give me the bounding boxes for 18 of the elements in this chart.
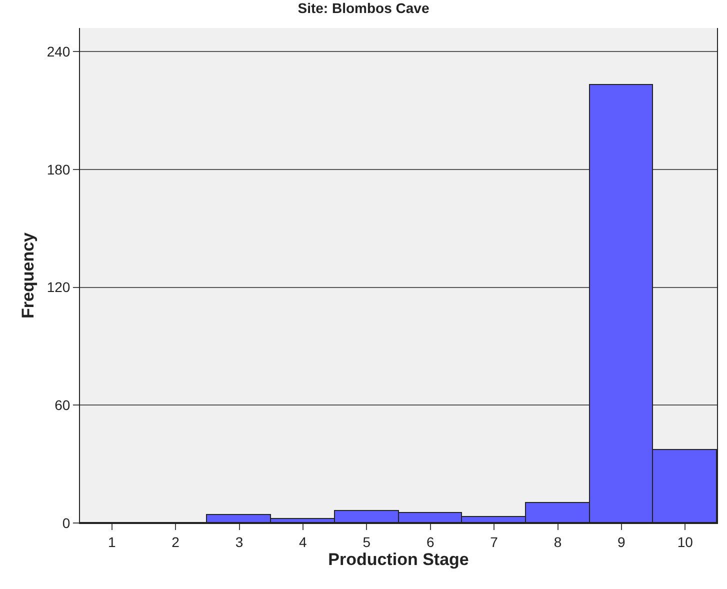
x-tick-label: 8: [554, 534, 562, 550]
x-tick-label: 5: [362, 534, 371, 550]
x-tick-label: 6: [426, 534, 434, 550]
x-tick-label: 2: [172, 534, 180, 550]
x-tick-label: 3: [235, 534, 244, 550]
y-tick-label: 120: [46, 279, 70, 296]
x-tick-label: 9: [618, 534, 626, 550]
y-tick-label: 60: [54, 397, 70, 414]
x-tick-label: 4: [299, 534, 308, 550]
x-tick-label: 10: [677, 534, 694, 550]
y-tick-label: 0: [62, 514, 70, 531]
y-axis-title: Frequency: [18, 232, 38, 318]
x-axis-title: Production Stage: [328, 550, 469, 570]
x-tick-label: 1: [108, 534, 116, 550]
y-tick-label: 180: [46, 161, 70, 178]
x-tick-label: 7: [490, 534, 498, 550]
y-tick-label: 240: [46, 43, 70, 60]
chart-title: Site: Blombos Cave: [298, 0, 430, 16]
